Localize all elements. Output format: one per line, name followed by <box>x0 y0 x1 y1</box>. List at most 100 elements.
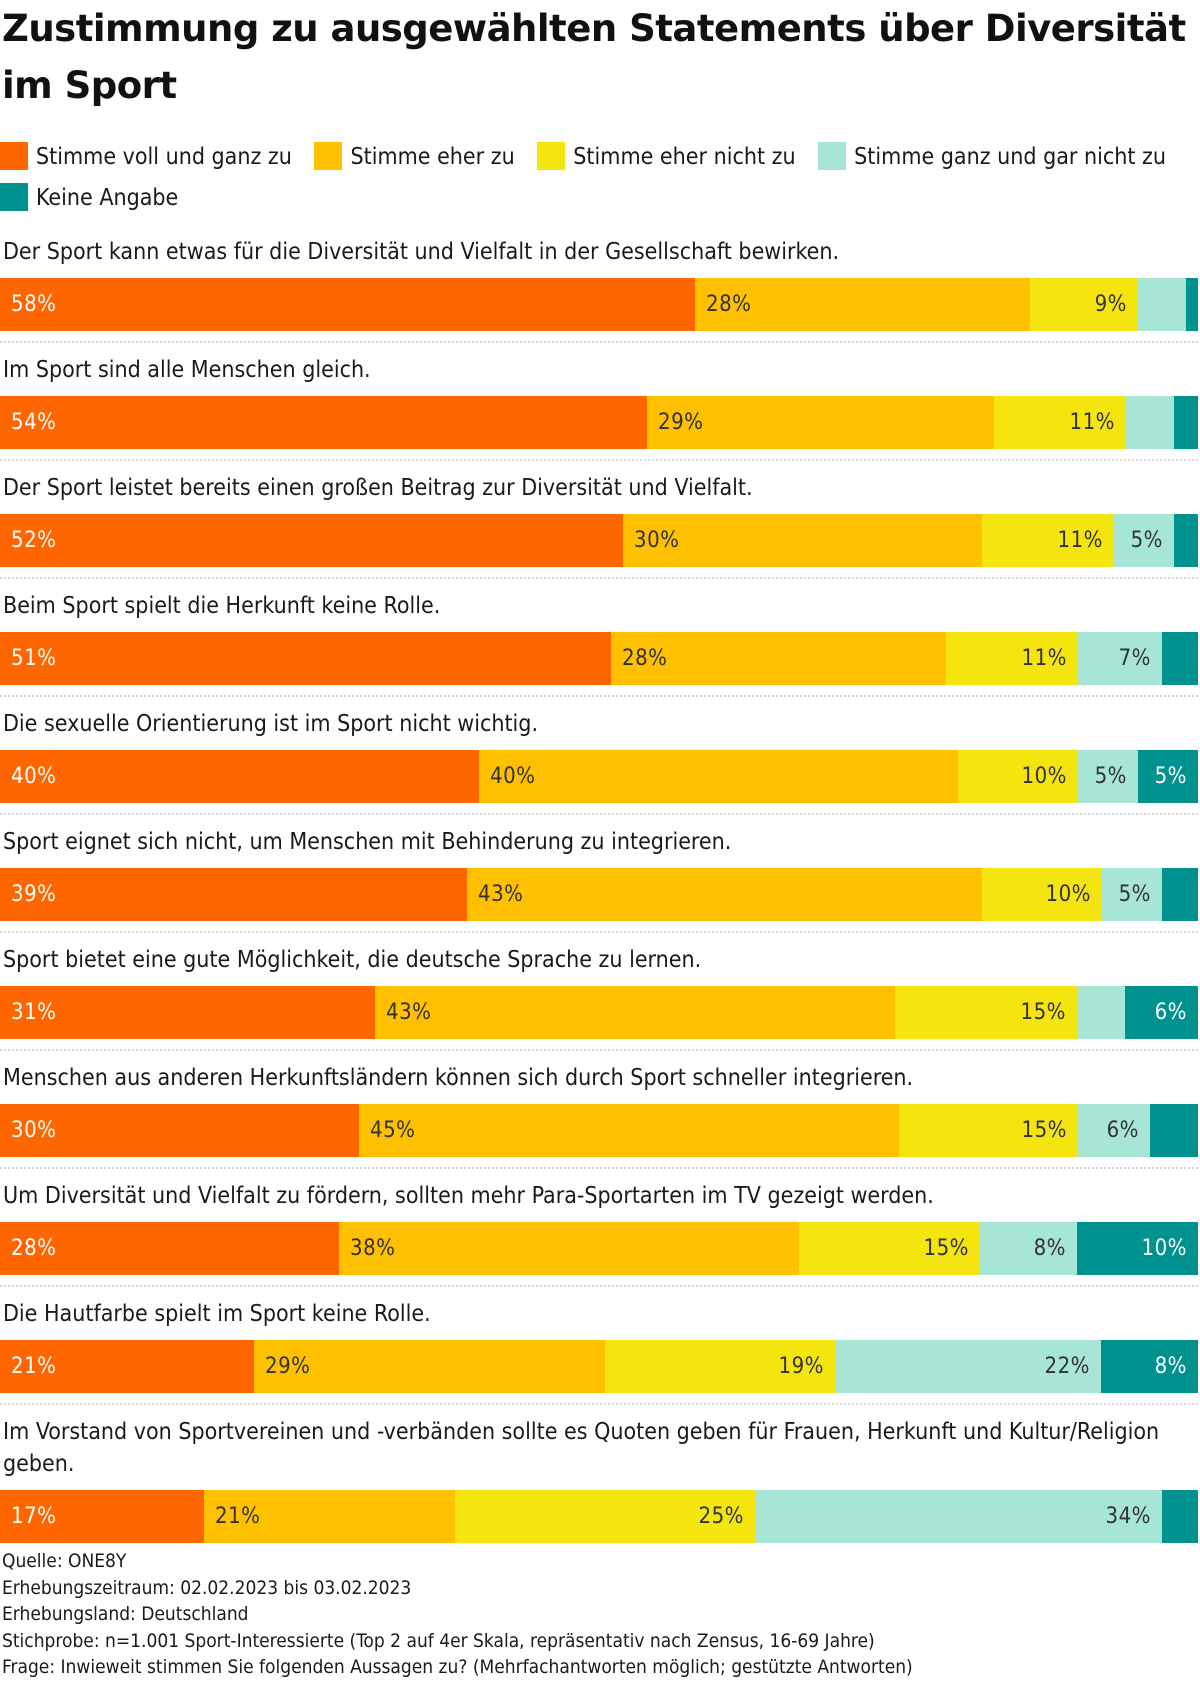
bar-segment-eher-zu: 30% <box>623 514 982 567</box>
bar-segment-eher-nicht-zu: 15% <box>899 1104 1078 1157</box>
bar-segment-eher-nicht-zu: 19% <box>605 1340 835 1393</box>
data-label: 11% <box>1057 528 1103 553</box>
bar-segment-eher-zu: 43% <box>467 868 982 921</box>
bar-segment-eher-zu: 40% <box>479 750 958 803</box>
category-label: Die sexuelle Orientierung ist im Sport n… <box>3 711 539 737</box>
legend-label: Keine Angabe <box>36 185 179 211</box>
bar-segment-voll-zu: 39% <box>0 868 467 921</box>
bar-segment-eher-nicht-zu: 10% <box>982 868 1102 921</box>
chart-row: Um Diversität und Vielfalt zu fördern, s… <box>0 1180 1198 1287</box>
legend-swatch-keine-angabe <box>0 183 28 211</box>
bar-segment-eher-zu: 43% <box>375 986 895 1039</box>
data-label: 22% <box>1044 1354 1090 1379</box>
data-label: 8% <box>1154 1354 1187 1379</box>
stacked-bar: 39% 43% 10% 5% <box>0 868 1198 921</box>
data-label: 9% <box>1094 292 1127 317</box>
data-label: 19% <box>778 1354 824 1379</box>
bar-segment-eher-nicht-zu: 11% <box>994 396 1126 449</box>
bar-segment-eher-zu: 29% <box>647 396 994 449</box>
bar-segment-keine-angabe: 10% <box>1077 1222 1198 1275</box>
data-label: 25% <box>698 1504 744 1529</box>
data-label: 39% <box>11 882 57 907</box>
stacked-bar: 31% 43% 15% 6% <box>0 986 1198 1039</box>
data-label: 31% <box>11 1000 57 1025</box>
chart-row: Menschen aus anderen Herkunftsländern kö… <box>0 1062 1198 1169</box>
bar-segment-gar-nicht-zu <box>1126 396 1174 449</box>
bar-segment-voll-zu: 21% <box>0 1340 254 1393</box>
chart-row: Im Vorstand von Sportvereinen und -verbä… <box>0 1416 1198 1553</box>
bar-segment-keine-angabe: 6% <box>1125 986 1198 1039</box>
data-label: 8% <box>1033 1236 1066 1261</box>
data-label: 17% <box>11 1504 57 1529</box>
bar-segment-gar-nicht-zu: 5% <box>1102 868 1162 921</box>
bar-segment-gar-nicht-zu: 6% <box>1078 1104 1150 1157</box>
stacked-bar: 51% 28% 11% 7% <box>0 632 1198 685</box>
bar-segment-eher-nicht-zu: 11% <box>982 514 1114 567</box>
bar-segment-gar-nicht-zu: 7% <box>1078 632 1162 685</box>
stacked-bar: 28% 38% 15% 8% 10% <box>0 1222 1198 1275</box>
category-label: Menschen aus anderen Herkunftsländern kö… <box>3 1065 914 1091</box>
bar-segment-eher-zu: 38% <box>339 1222 799 1275</box>
bar-segment-gar-nicht-zu: 5% <box>1114 514 1174 567</box>
bar-segment-gar-nicht-zu <box>1138 278 1186 331</box>
category-label: Beim Sport spielt die Herkunft keine Rol… <box>3 593 441 619</box>
bar-segment-voll-zu: 51% <box>0 632 611 685</box>
bar-segment-keine-angabe <box>1162 632 1198 685</box>
bar-segment-eher-zu: 29% <box>254 1340 605 1393</box>
data-label: 5% <box>1094 764 1127 789</box>
data-label: 51% <box>11 646 57 671</box>
legend: Stimme voll und ganz zu Stimme eher zu S… <box>0 137 1198 219</box>
legend-swatch-voll-zu <box>0 142 28 170</box>
data-label: 43% <box>386 1000 432 1025</box>
data-label: 21% <box>215 1504 261 1529</box>
bar-segment-eher-nicht-zu: 9% <box>1030 278 1138 331</box>
data-label: 29% <box>658 410 704 435</box>
data-label: 54% <box>11 410 57 435</box>
data-label: 40% <box>11 764 57 789</box>
category-label: Sport bietet eine gute Möglichkeit, die … <box>3 947 702 973</box>
data-label: 10% <box>1045 882 1091 907</box>
chart-row: Die sexuelle Orientierung ist im Sport n… <box>0 708 1198 815</box>
data-label: 45% <box>370 1118 416 1143</box>
source-line: Quelle: ONE8Y <box>2 1550 127 1572</box>
data-label: 28% <box>622 646 668 671</box>
bar-segment-voll-zu: 52% <box>0 514 623 567</box>
bar-segment-voll-zu: 30% <box>0 1104 359 1157</box>
bar-segment-gar-nicht-zu: 8% <box>980 1222 1077 1275</box>
legend-label: Stimme voll und ganz zu <box>36 144 292 170</box>
bar-segment-eher-nicht-zu: 25% <box>455 1490 755 1543</box>
stacked-bar: 30% 45% 15% 6% <box>0 1104 1198 1157</box>
stacked-bar: 52% 30% 11% 5% <box>0 514 1198 567</box>
legend-swatch-eher-nicht-zu <box>537 142 566 170</box>
category-label: Im Sport sind alle Menschen gleich. <box>3 357 371 383</box>
data-label: 5% <box>1130 528 1163 553</box>
data-label: 10% <box>1021 764 1067 789</box>
legend-item-eher-zu: Stimme eher zu <box>314 142 515 170</box>
data-label: 6% <box>1106 1118 1139 1143</box>
data-label: 11% <box>1021 646 1067 671</box>
stacked-bar: 58% 28% 9% <box>0 278 1198 331</box>
bar-segment-keine-angabe: 5% <box>1138 750 1198 803</box>
data-label: 40% <box>490 764 536 789</box>
bar-segment-gar-nicht-zu: 5% <box>1078 750 1138 803</box>
legend-item-eher-nicht-zu: Stimme eher nicht zu <box>537 142 796 170</box>
bar-segment-eher-zu: 28% <box>695 278 1030 331</box>
bar-segment-keine-angabe <box>1162 1490 1198 1543</box>
bar-segment-eher-nicht-zu: 15% <box>895 986 1077 1039</box>
data-label: 11% <box>1069 410 1115 435</box>
data-label: 58% <box>11 292 57 317</box>
stacked-bar: 40% 40% 10% 5% 5% <box>0 750 1198 803</box>
bar-segment-gar-nicht-zu: 34% <box>755 1490 1162 1543</box>
data-label: 38% <box>350 1236 396 1261</box>
chart-row: Sport bietet eine gute Möglichkeit, die … <box>0 944 1198 1051</box>
legend-label: Stimme eher nicht zu <box>573 144 796 170</box>
bar-segment-eher-nicht-zu: 11% <box>946 632 1078 685</box>
data-label: 21% <box>11 1354 57 1379</box>
bar-segment-eher-nicht-zu: 10% <box>958 750 1078 803</box>
legend-item-voll-zu: Stimme voll und ganz zu <box>0 142 292 170</box>
bar-segment-keine-angabe <box>1174 514 1198 567</box>
survey-period: Erhebungszeitraum: 02.02.2023 bis 03.02.… <box>2 1576 412 1599</box>
category-label: Im Vorstand von Sportvereinen und -verbä… <box>3 1419 1160 1477</box>
chart-row: Sport eignet sich nicht, um Menschen mit… <box>0 826 1198 933</box>
legend-label: Stimme ganz und gar nicht zu <box>854 144 1167 170</box>
